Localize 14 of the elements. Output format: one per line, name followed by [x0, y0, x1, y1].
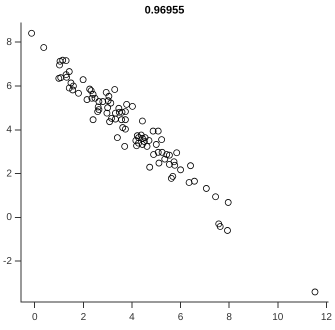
chart-title: 0.96955: [144, 4, 184, 17]
y-tick-label: 4: [6, 124, 12, 136]
y-tick-label: 8: [6, 36, 12, 48]
x-tick-label: 6: [178, 312, 184, 323]
x-tick-label: 8: [226, 312, 232, 323]
x-tick-label: 12: [320, 312, 332, 323]
y-tick-label: -2: [2, 256, 12, 267]
x-tick-label: 10: [272, 312, 284, 323]
x-tick-label: 2: [80, 312, 87, 323]
y-tick-label: 0: [6, 212, 12, 224]
y-tick-label: 6: [6, 80, 12, 92]
x-tick-label: 4: [129, 312, 136, 323]
x-tick-label: 0: [32, 312, 38, 323]
y-tick-label: 2: [6, 168, 12, 180]
